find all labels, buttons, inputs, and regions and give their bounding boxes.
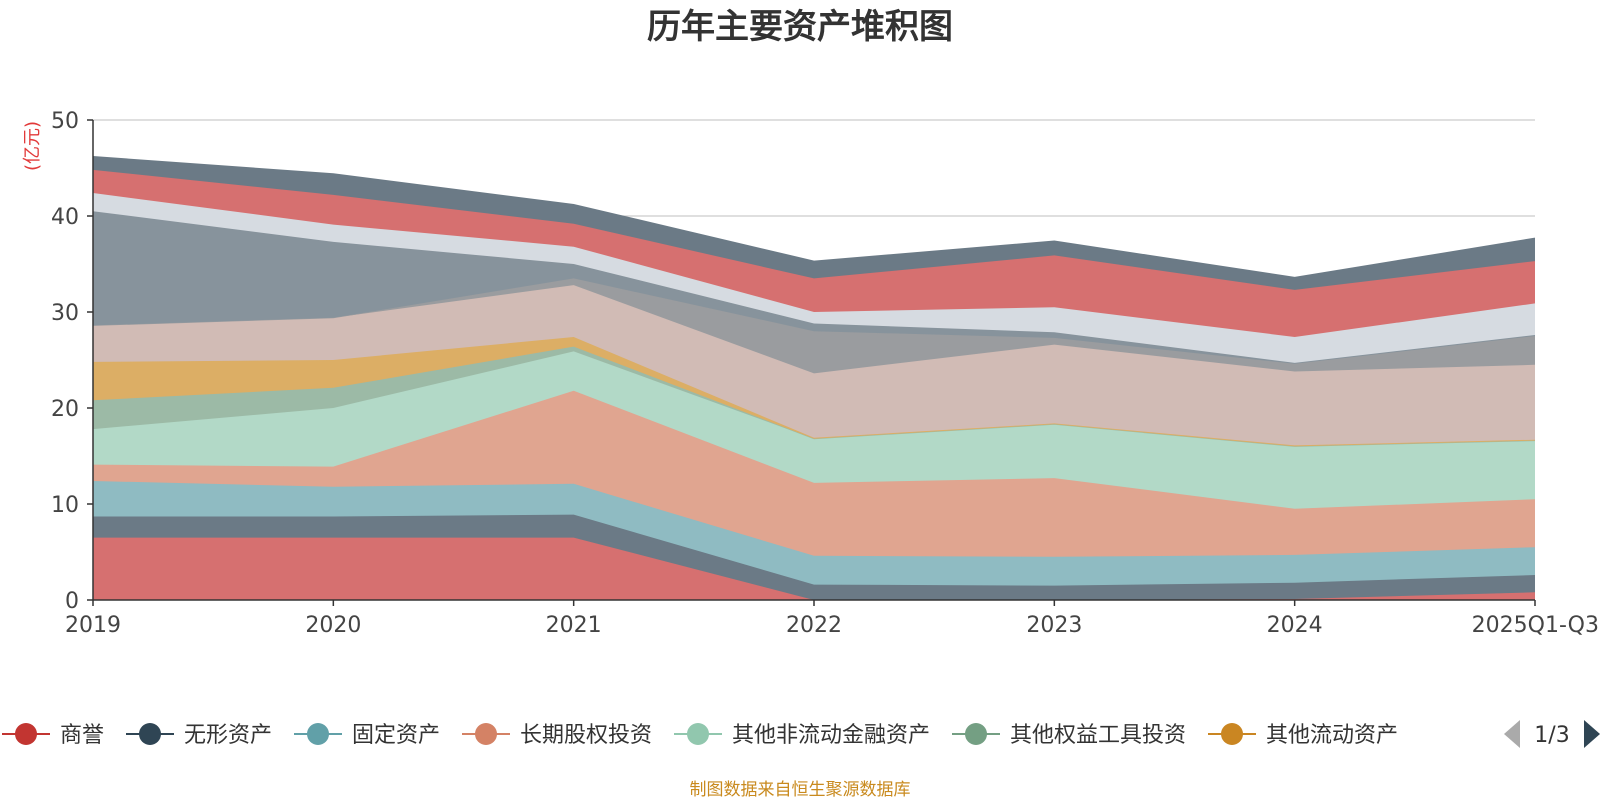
legend-item-4[interactable]: 其他非流动金融资产 (674, 723, 930, 748)
y-tick-label-30: 30 (51, 301, 79, 326)
legend-label-1: 无形资产 (184, 723, 272, 748)
legend-item-1[interactable]: 无形资产 (126, 723, 272, 748)
x-tick-label-2: 2021 (546, 613, 602, 638)
area-series-10 (93, 193, 1535, 363)
data-source-note: 制图数据来自恒生聚源数据库 (690, 780, 911, 800)
stacked-areas (92, 156, 1536, 601)
legend-marker-5 (965, 723, 987, 745)
legend-label-4: 其他非流动金融资产 (732, 723, 930, 748)
legend-prev-page-icon[interactable] (1504, 720, 1520, 748)
y-tick-label-0: 0 (65, 589, 79, 614)
legend-marker-2 (307, 723, 329, 745)
legend-pager: 1/3 (1504, 720, 1600, 748)
legend-marker-4 (687, 723, 709, 745)
x-tick-label-3: 2022 (786, 613, 842, 638)
area-series-0 (93, 537, 1535, 600)
legend-next-page-icon[interactable] (1584, 720, 1600, 748)
area-series-1 (93, 514, 1535, 600)
legend-label-0: 商誉 (60, 723, 104, 748)
x-tick-label-6: 2025Q1-Q3 (1472, 613, 1599, 638)
legend-marker-6 (1221, 723, 1243, 745)
y-tick-label-50: 50 (51, 109, 79, 134)
area-series-12 (93, 156, 1535, 290)
legend: 商誉 无形资产 固定资产 长期股权投资 其他非流动金融资产 其他权益工具投资 其他流动资产 (2, 723, 1398, 748)
area-series-2 (93, 481, 1535, 586)
x-tick-label-4: 2023 (1026, 613, 1082, 638)
x-tick-labels: 2019 2020 2021 2022 2023 2024 2025Q1-Q3 (65, 613, 1599, 638)
x-tick-label-1: 2020 (305, 613, 361, 638)
area-series-8 (93, 278, 1535, 374)
area-series-4 (93, 351, 1535, 509)
y-axis-unit-label: (亿元) (22, 121, 43, 171)
y-tick-label-10: 10 (51, 493, 79, 518)
legend-item-5[interactable]: 其他权益工具投资 (952, 723, 1186, 748)
chart-title: 历年主要资产堆积图 (647, 7, 953, 47)
y-tick-label-20: 20 (51, 397, 79, 422)
legend-page-indicator: 1/3 (1534, 723, 1569, 748)
legend-label-3: 长期股权投资 (520, 723, 652, 748)
axes (87, 119, 1536, 606)
area-series-7 (93, 285, 1535, 446)
y-tick-label-40: 40 (51, 205, 79, 230)
area-edge-12 (92, 156, 1536, 278)
legend-item-6[interactable]: 其他流动资产 (1208, 723, 1398, 748)
area-series-5 (93, 346, 1535, 447)
y-tick-labels: 0 10 20 30 40 50 (51, 109, 79, 614)
area-series-9 (93, 211, 1535, 364)
legend-item-3[interactable]: 长期股权投资 (462, 723, 652, 748)
legend-label-2: 固定资产 (352, 723, 440, 748)
legend-item-0[interactable]: 商誉 (2, 723, 104, 748)
legend-marker-1 (139, 723, 161, 745)
x-tick-label-5: 2024 (1267, 613, 1323, 638)
area-series-11 (93, 169, 1535, 337)
area-series-3 (93, 390, 1535, 557)
legend-label-5: 其他权益工具投资 (1010, 723, 1186, 748)
area-series-6 (93, 337, 1535, 447)
legend-marker-0 (15, 723, 37, 745)
legend-label-6: 其他流动资产 (1266, 723, 1398, 748)
x-tick-label-0: 2019 (65, 613, 121, 638)
legend-item-2[interactable]: 固定资产 (294, 723, 440, 748)
legend-marker-3 (475, 723, 497, 745)
